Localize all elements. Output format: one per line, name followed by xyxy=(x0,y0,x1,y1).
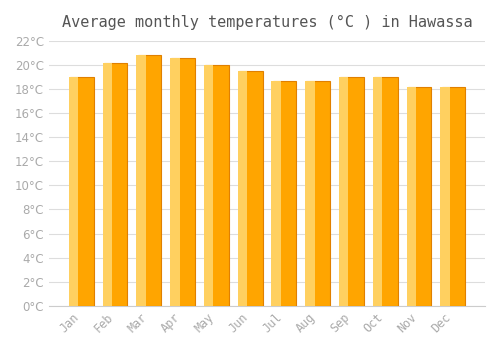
Bar xyxy=(69,77,78,306)
Bar xyxy=(138,55,161,306)
Bar xyxy=(70,77,94,306)
Bar xyxy=(306,80,330,306)
Bar xyxy=(238,71,247,306)
Bar xyxy=(339,77,348,306)
Bar xyxy=(406,87,416,306)
Bar xyxy=(272,80,281,306)
Bar xyxy=(204,65,214,306)
Bar xyxy=(205,65,229,306)
Bar xyxy=(272,80,296,306)
Bar xyxy=(374,77,398,306)
Bar xyxy=(104,63,128,306)
Bar xyxy=(172,58,195,306)
Bar xyxy=(340,77,364,306)
Bar xyxy=(442,87,465,306)
Bar xyxy=(373,77,382,306)
Bar xyxy=(102,63,112,306)
Bar xyxy=(440,87,450,306)
Bar xyxy=(136,55,146,306)
Title: Average monthly temperatures (°C ) in Hawassa: Average monthly temperatures (°C ) in Ha… xyxy=(62,15,472,30)
Bar xyxy=(239,71,262,306)
Bar xyxy=(170,58,179,306)
Bar xyxy=(408,87,432,306)
Bar xyxy=(305,80,314,306)
